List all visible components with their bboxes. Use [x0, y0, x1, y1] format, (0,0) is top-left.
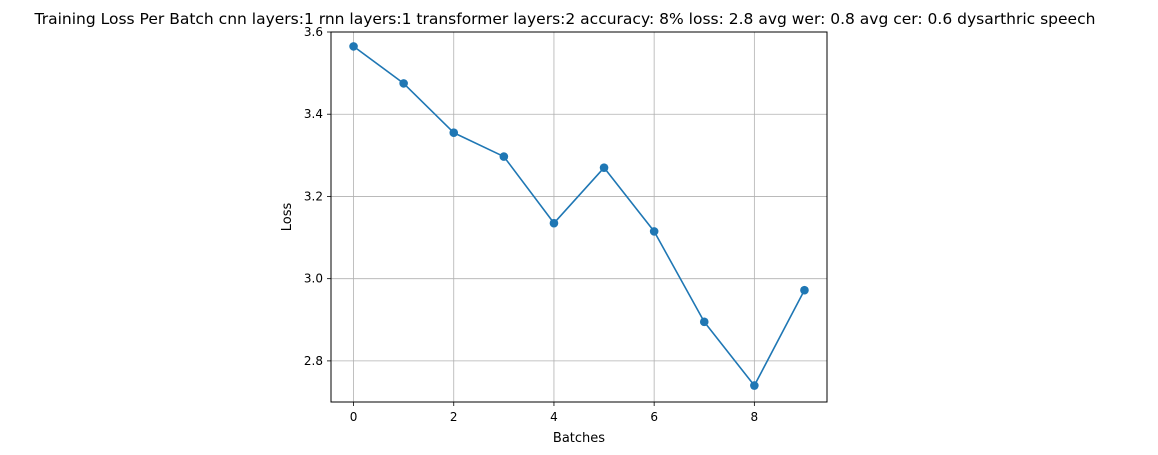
data-point [800, 285, 809, 295]
grid [331, 31, 827, 402]
data-point [399, 79, 408, 88]
y-axis-label: Loss [280, 203, 295, 232]
y-tick-label: 3.4 [304, 107, 323, 121]
series-line [353, 45, 806, 387]
x-tick-label: 0 [350, 410, 358, 424]
chart-title: Training Loss Per Batch cnn layers:1 rnn… [34, 10, 1096, 28]
data-point [449, 128, 459, 138]
x-axis-label: Batches [553, 431, 605, 446]
plot-frame [330, 31, 828, 403]
series-layer [349, 42, 809, 390]
axis-ticks: 0 2 4 6 8 2.8 3.0 3.2 3.4 3.6 [304, 25, 758, 424]
x-tick-label: 6 [650, 410, 658, 424]
y-tick-label: 3.0 [304, 272, 323, 286]
y-tick-label: 3.2 [304, 189, 323, 203]
data-point [750, 381, 759, 390]
data-point [649, 227, 659, 236]
data-point [349, 42, 358, 51]
data-point [549, 218, 559, 228]
data-point [599, 163, 609, 172]
x-tick-label: 4 [550, 410, 558, 424]
x-tick-label: 8 [751, 410, 759, 424]
y-tick-label: 2.8 [304, 354, 323, 368]
data-point [499, 152, 509, 161]
data-point [699, 317, 709, 327]
x-tick-label: 2 [450, 410, 458, 424]
y-tick-label: 3.6 [304, 25, 323, 39]
